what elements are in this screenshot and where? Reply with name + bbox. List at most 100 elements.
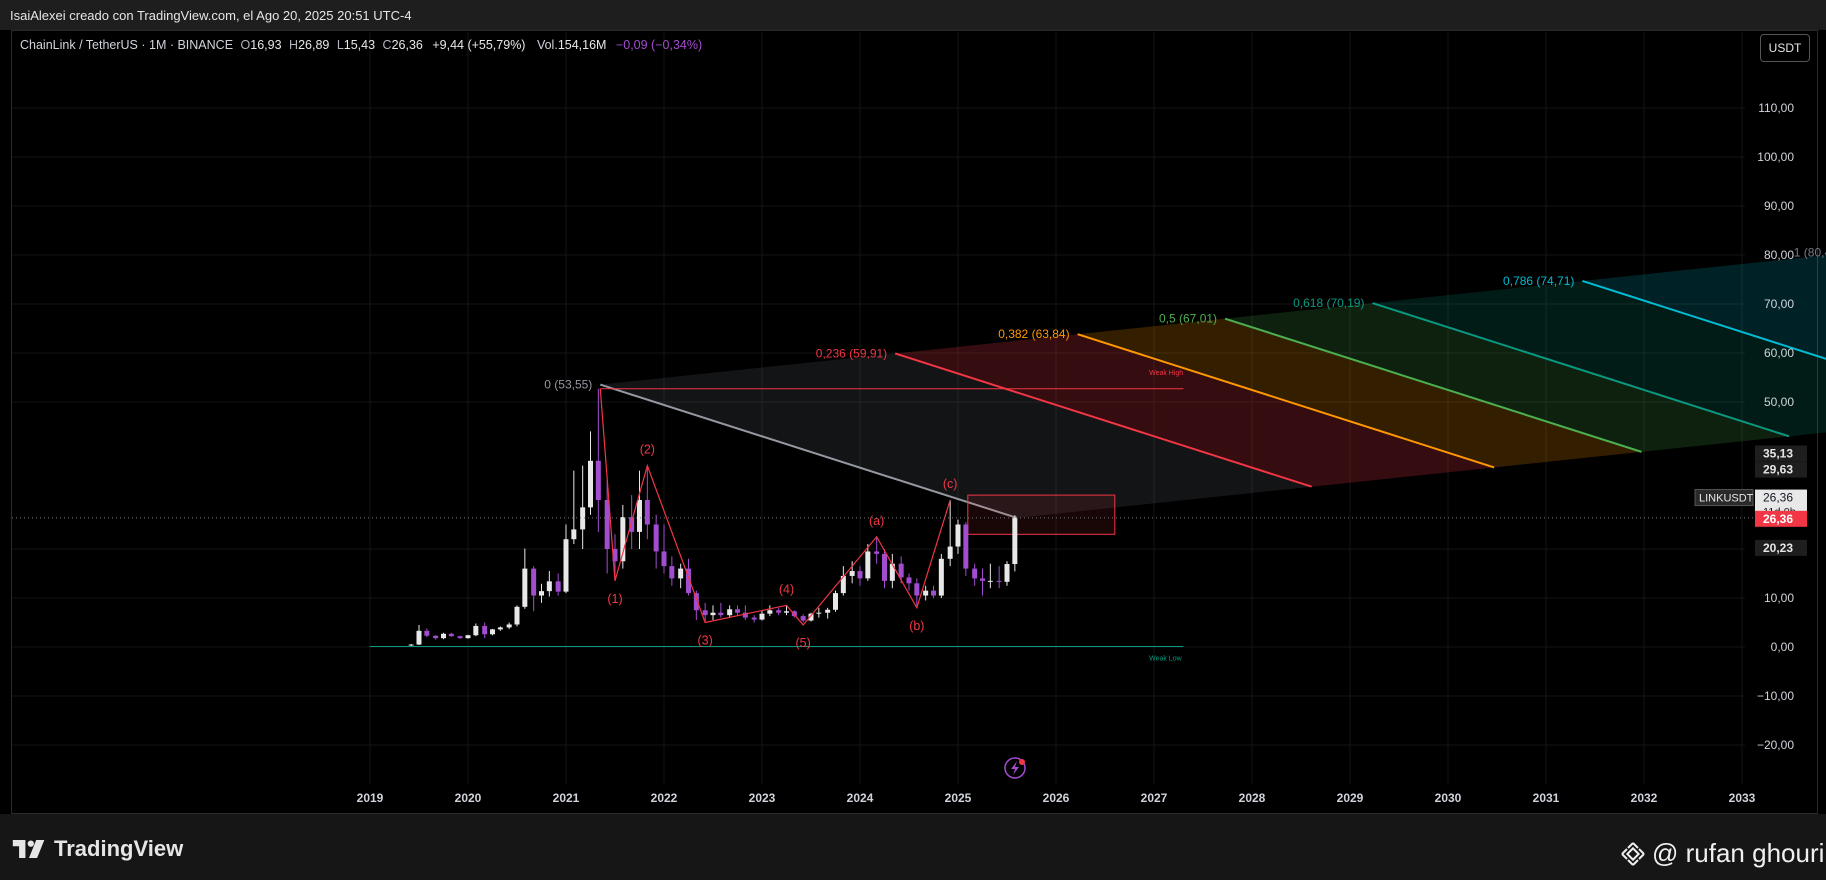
candle-body	[441, 633, 446, 639]
y-tick-label: 0,00	[1771, 640, 1795, 654]
current-price-badge-text: 26,36	[1763, 512, 1793, 526]
close-value: 26,36	[391, 38, 423, 52]
weak-low-label: Weak Low	[1149, 656, 1182, 663]
candle-body	[889, 563, 895, 581]
candle-body	[555, 581, 561, 592]
x-tick-label: 2032	[1631, 791, 1658, 805]
level-badge-high2: 29,63	[1755, 461, 1807, 478]
candle-body	[686, 568, 691, 594]
candle-body	[588, 460, 593, 508]
candle-body	[996, 580, 1002, 582]
candle-body	[522, 568, 528, 607]
candle-body	[678, 568, 684, 579]
candle-body	[759, 613, 765, 620]
candle-body	[620, 517, 626, 562]
y-tick-label: −10,00	[1757, 689, 1794, 703]
level-badge-high1: 35,13	[1755, 445, 1807, 462]
x-tick-label: 2029	[1337, 791, 1364, 805]
candle-body	[644, 500, 650, 525]
candle-body	[947, 546, 953, 559]
brand-text: TradingView	[54, 836, 184, 861]
high-value: 26,89	[298, 38, 330, 52]
x-tick-label: 2027	[1141, 791, 1168, 805]
candle-body	[972, 568, 978, 579]
candle-body	[416, 630, 422, 645]
x-tick-label: 2023	[749, 791, 776, 805]
x-tick-label: 2021	[553, 791, 580, 805]
creator-text: IsaiAlexei creado con TradingView.com, e…	[10, 8, 412, 23]
y-tick-label: 50,00	[1764, 395, 1794, 409]
candle-body	[693, 593, 699, 611]
tradingview-logo-icon	[12, 840, 45, 858]
wave-label: (5)	[796, 636, 811, 650]
alert-icon-ring	[1004, 757, 1026, 779]
currency-button[interactable]: USDT	[1760, 34, 1810, 62]
level-badge-high2-bg	[1755, 461, 1807, 478]
fib-zone	[895, 334, 1495, 487]
x-tick-label: 2022	[651, 791, 678, 805]
candle-body	[563, 539, 569, 592]
candle-body	[433, 635, 439, 639]
y-tick-label: 80,00	[1764, 248, 1794, 262]
candle-body	[661, 551, 667, 567]
supply-zone	[967, 494, 1116, 535]
fib-line	[1582, 279, 1826, 360]
y-tick-label: 10,00	[1764, 591, 1794, 605]
candle-body	[546, 581, 552, 592]
symbol-name[interactable]: ChainLink / TetherUS · 1M · BINANCE	[20, 38, 234, 52]
candle-body	[800, 616, 806, 621]
y-tick-label: 60,00	[1764, 346, 1794, 360]
open-label: O	[240, 38, 251, 52]
symbol-legend: ChainLink / TetherUS · 1M · BINANCE O16,…	[20, 38, 702, 52]
candle-body	[742, 612, 748, 618]
level-badge-low-text: 20,23	[1763, 541, 1793, 555]
binance-logo-icon	[1621, 841, 1645, 866]
candle-body	[914, 583, 920, 596]
tradingview-brand[interactable]: TradingView	[12, 836, 183, 862]
candle-body	[874, 551, 880, 554]
fib-level-label: 0,5 (67,01)	[1159, 312, 1217, 326]
volume-value: 154,16M	[557, 38, 607, 52]
candle-body	[612, 549, 618, 562]
level-badge-low-bg	[1755, 539, 1807, 556]
candle-body	[825, 609, 831, 613]
volume-change: −0,09 (−0,34%)	[615, 38, 703, 52]
level-badge-high1-bg	[1755, 445, 1807, 462]
fib-fan: 0 (53,55) 0,236 (59,91) 0,382 (63,84) 0,5 (…	[544, 246, 1826, 519]
candle-body	[898, 563, 904, 578]
y-tick-label: 110,00	[1758, 101, 1794, 115]
chart-frame[interactable]	[11, 30, 1818, 814]
candle-body	[531, 568, 537, 596]
candle-body	[865, 551, 871, 579]
current-price-badge: 26,36	[1755, 510, 1807, 527]
ticker-badge-text: LINKUSDT	[1699, 493, 1754, 505]
candle-body	[840, 575, 846, 594]
candle-body	[539, 591, 544, 596]
alert-icon	[1004, 757, 1026, 779]
elliott-waves: (1) (2) (3) (4) (5) (a) (b) (c)	[599, 388, 957, 650]
candle-body	[751, 617, 757, 620]
close-label: C	[382, 38, 392, 52]
candle-body	[980, 578, 985, 581]
candle-body	[727, 609, 733, 616]
candle-body	[482, 625, 488, 635]
low-label: L	[336, 38, 344, 52]
y-tick-label: 100,00	[1757, 150, 1794, 164]
fib-level-label: 0,382 (63,84)	[998, 327, 1069, 341]
level-badge-low: 20,23	[1755, 539, 1807, 556]
current-price-badge-bg	[1755, 510, 1807, 527]
candle-body	[629, 517, 635, 532]
candle-body	[1012, 517, 1018, 565]
candle-body	[653, 524, 659, 552]
candle-body	[955, 524, 961, 547]
x-tick-label: 2020	[455, 791, 482, 805]
candle-body	[595, 460, 601, 500]
candle-body	[710, 612, 716, 616]
wave-label: (b)	[909, 619, 924, 633]
alert-icon-bolt	[1011, 761, 1019, 775]
candle-body	[857, 571, 863, 579]
candle-body	[669, 566, 675, 579]
level-badge-high1-text: 35,13	[1763, 446, 1793, 460]
candle-body	[408, 644, 414, 646]
